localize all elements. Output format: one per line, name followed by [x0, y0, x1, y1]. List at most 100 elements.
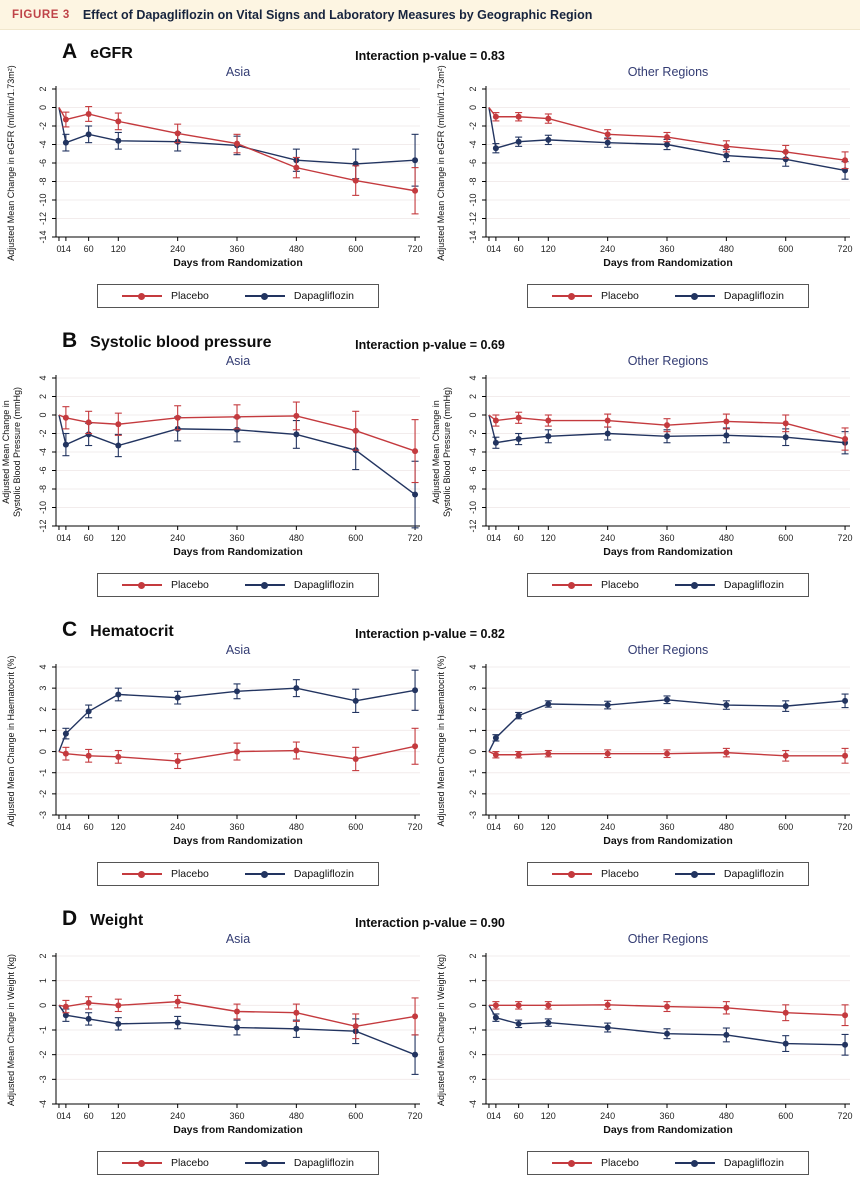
panel-title: Hematocrit: [90, 623, 174, 640]
chart-egfr-other-regions: 20-2-4-6-8-10-12-140 14 60 120 240 360 480 600 7…: [436, 65, 853, 269]
legend-item-dapagliflozin: Dapagliflozin: [244, 579, 354, 591]
x-tick-label: 0: [56, 822, 61, 832]
placebo-marker: [545, 115, 552, 122]
x-tick-label: 0: [56, 1111, 61, 1121]
dapagliflozin-marker: [782, 1040, 789, 1047]
legend-item-dapagliflozin: Dapagliflozin: [674, 290, 784, 302]
placebo-marker: [842, 752, 849, 759]
dapagliflozin-marker: [515, 712, 522, 719]
dapagliflozin-marker: [115, 442, 122, 449]
dapagliflozin-marker: [492, 734, 499, 741]
legend-box: Placebo Dapagliflozin: [526, 862, 810, 886]
y-tick-label: -1: [38, 1026, 48, 1034]
x-tick-label: 600: [778, 533, 793, 543]
panel-b-systolic-blood-pressure: B Systolic blood pressure Interaction p-…: [0, 323, 860, 612]
placebo-marker: [174, 758, 181, 765]
dapagliflozin-marker: [604, 430, 611, 437]
y-axis-label: Adjusted Mean Change in: [1, 400, 11, 504]
x-tick-label: 14: [491, 822, 501, 832]
legend: Placebo Dapagliflozin: [453, 1151, 860, 1175]
y-tick-label: 1: [468, 978, 478, 983]
x-tick-label: 120: [111, 533, 126, 543]
legend-label: Dapagliflozin: [723, 1157, 785, 1169]
y-tick-label: -10: [38, 501, 48, 514]
y-tick-label: 2: [38, 394, 48, 399]
panel-letter: D: [62, 907, 78, 930]
y-tick-label: -2: [468, 1051, 478, 1059]
x-tick-label: 480: [289, 244, 304, 254]
legend: Placebo Dapagliflozin: [23, 1151, 453, 1175]
x-tick-label: 360: [659, 533, 674, 543]
panel-c-hematocrit: C Hematocrit Interaction p-value = 0.82 …: [0, 612, 860, 901]
y-tick-label: -2: [468, 429, 478, 437]
x-tick-label: 60: [514, 822, 524, 832]
legend-label: Dapagliflozin: [723, 868, 785, 880]
x-tick-label: 120: [541, 822, 556, 832]
y-tick-label: -8: [38, 177, 48, 185]
placebo-marker: [545, 1002, 552, 1009]
placebo-marker: [62, 414, 69, 421]
dapagliflozin-marker: [723, 1031, 730, 1038]
legend: Placebo Dapagliflozin: [453, 284, 860, 308]
legend-box: Placebo Dapagliflozin: [526, 284, 810, 308]
dapagliflozin-marker: [412, 157, 419, 164]
panel-title: Weight: [90, 912, 144, 929]
placebo-marker: [62, 750, 69, 757]
legend: Placebo Dapagliflozin: [23, 573, 453, 597]
x-tick-label: 600: [348, 822, 363, 832]
x-tick-label: 0: [56, 244, 61, 254]
dapagliflozin-marker: [115, 1020, 122, 1027]
x-tick-label: 60: [84, 244, 94, 254]
placebo-marker: [782, 1009, 789, 1016]
y-axis-label: Adjusted Mean Change in Haematocrit (%): [6, 655, 16, 826]
legend-box: Placebo Dapagliflozin: [96, 284, 380, 308]
legend: Placebo Dapagliflozin: [23, 284, 453, 308]
placebo-sample-line: [551, 1159, 592, 1167]
y-axis-label: Adjusted Mean Change in: [431, 400, 441, 504]
dapagliflozin-marker: [604, 1024, 611, 1031]
x-tick-label: 60: [84, 1111, 94, 1121]
x-tick-label: 240: [170, 533, 185, 543]
x-tick-label: 480: [289, 1111, 304, 1121]
placebo-marker: [545, 417, 552, 424]
legend: Placebo Dapagliflozin: [453, 573, 860, 597]
dapagliflozin-marker: [723, 152, 730, 159]
dapagliflozin-marker: [492, 439, 499, 446]
legend-label: Placebo: [600, 290, 639, 302]
x-tick-label: 600: [778, 1111, 793, 1121]
panel-heading: A eGFR: [0, 41, 860, 65]
legend-label: Placebo: [170, 868, 209, 880]
placebo-marker: [352, 1023, 359, 1030]
placebo-marker: [234, 140, 241, 147]
x-axis-label: Days from Randomization: [173, 546, 303, 558]
placebo-sample-line: [551, 581, 592, 589]
legend: Placebo Dapagliflozin: [453, 862, 860, 886]
dapagliflozin-marker: [234, 426, 241, 433]
x-tick-label: 14: [61, 1111, 71, 1121]
charts-row: Asia 2 0 -2 -4 -6 -8 -10 -12 -14 0 14 60 120 240 360 48…: [0, 65, 860, 308]
dapagliflozin-line: [488, 699, 846, 752]
y-axis-label: Systolic Blood Pressure (mmHg): [442, 387, 452, 517]
placebo-sample-line: [551, 292, 592, 300]
dapagliflozin-marker: [664, 433, 671, 440]
dapagliflozin-marker: [664, 1030, 671, 1037]
dapagliflozin-marker: [115, 691, 122, 698]
legend-item-placebo: Placebo: [121, 1157, 209, 1169]
placebo-marker: [85, 752, 92, 759]
x-tick-label: 0: [486, 1111, 491, 1121]
x-tick-label: 720: [838, 1111, 853, 1121]
placebo-marker: [62, 1003, 69, 1010]
placebo-marker: [515, 1002, 522, 1009]
y-tick-label: -6: [468, 466, 478, 474]
y-tick-label: -2: [38, 1051, 48, 1059]
placebo-marker: [174, 998, 181, 1005]
x-tick-label: 120: [541, 1111, 556, 1121]
y-tick-label: 0: [468, 1003, 478, 1008]
legend-label: Placebo: [170, 1157, 209, 1169]
y-tick-label: -12: [38, 519, 48, 532]
legend-box: Placebo Dapagliflozin: [96, 862, 380, 886]
x-tick-label: 60: [84, 533, 94, 543]
placebo-marker: [85, 999, 92, 1006]
legend-item-dapagliflozin: Dapagliflozin: [244, 868, 354, 880]
